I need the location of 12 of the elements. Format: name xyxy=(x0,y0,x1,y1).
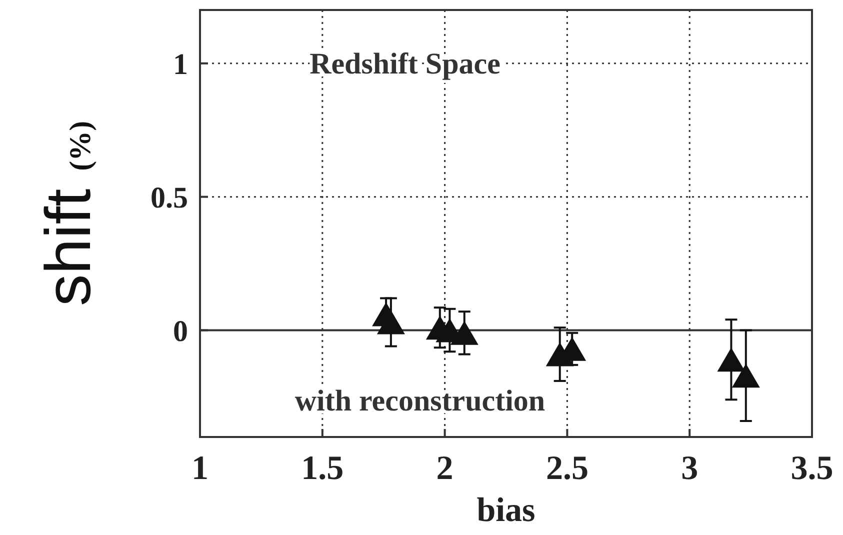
x-tick-label: 3.5 xyxy=(790,450,834,487)
y-axis-title: shift (%) xyxy=(32,120,104,306)
annotation: Redshift Space xyxy=(310,48,500,80)
x-tick-label: 3 xyxy=(681,450,698,487)
y-tick-label: 0.5 xyxy=(150,181,188,214)
x-tick-label: 1.5 xyxy=(301,450,344,487)
annotation: with reconstruction xyxy=(294,384,546,418)
y-tick-label: 0 xyxy=(173,314,188,348)
x-tick-label: 2.5 xyxy=(546,450,588,487)
x-tick-label: 2 xyxy=(436,450,454,487)
y-tick-label: 1 xyxy=(173,48,188,81)
x-axis-title: bias xyxy=(476,492,536,529)
